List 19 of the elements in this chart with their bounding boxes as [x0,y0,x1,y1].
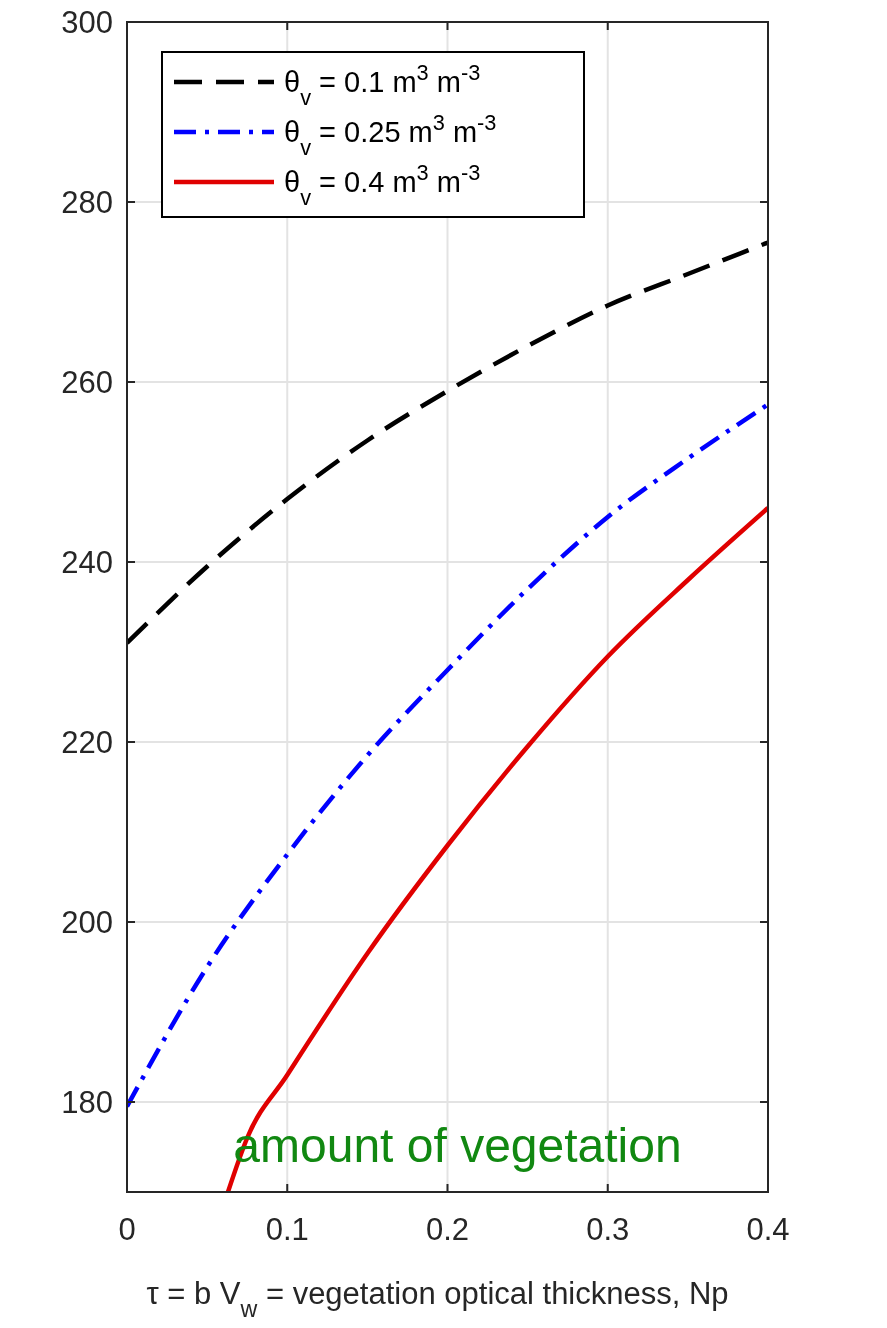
y-tick-label: 280 [61,185,113,220]
x-tick-label: 0.3 [586,1212,630,1247]
y-tick-label: 200 [61,905,113,940]
y-tick-label: 240 [61,545,113,580]
legend-label: θ$_{v}$ = 0.25 m$^{3}$ m$^{-3}$ [284,109,497,160]
y-tick-label: 260 [61,365,113,400]
x-axis-title: τ = b V$_{w}$ = vegetation optical thickness, Np [146,1276,729,1322]
legend-label: θ$_{v}$ = 0.4 m$^{3}$ m$^{-3}$ [284,159,481,210]
line-series [225,505,768,1192]
y-tick-label: 180 [61,1085,113,1120]
y-tick-label: 220 [61,725,113,760]
line-series [127,402,768,1109]
x-tick-label: 0 [118,1212,136,1247]
x-tick-label: 0.4 [746,1212,790,1247]
x-tick-label: 0.1 [265,1212,309,1247]
line-series [127,240,768,646]
x-tick-label: 0.2 [425,1212,470,1247]
y-tick-label: 300 [61,5,113,40]
legend-label: θ$_{v}$ = 0.1 m$^{3}$ m$^{-3}$ [284,59,481,110]
